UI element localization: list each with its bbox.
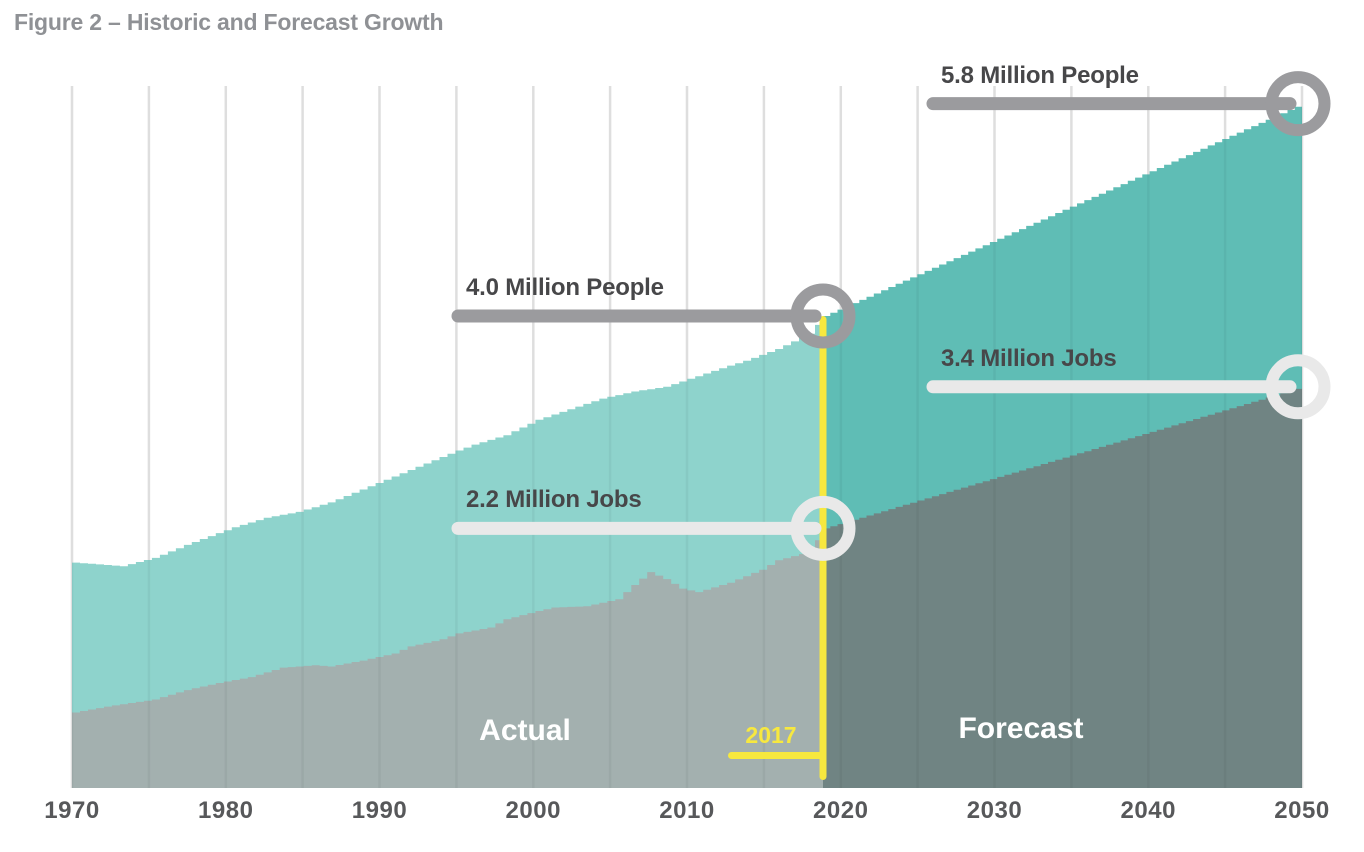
x-axis-label-1990: 1990: [351, 797, 408, 824]
annotation-ring-2: [1265, 354, 1331, 420]
divider-2017-line: [819, 316, 827, 780]
x-axis-label-1970: 1970: [44, 797, 100, 824]
annotation-label: 2.2 Million Jobs: [466, 486, 642, 514]
divider-year-label: 2017: [745, 722, 797, 748]
x-axis-label-1980: 1980: [198, 797, 254, 824]
zone-label-forecast: Forecast: [958, 712, 1084, 745]
annotation-label: 3.4 Million Jobs: [941, 344, 1117, 372]
x-axis-label-2000: 2000: [505, 797, 561, 824]
annotation-label: 5.8 Million People: [941, 61, 1139, 89]
annotation-label: 4.0 Million People: [466, 274, 664, 301]
annotation-ring-3: [790, 495, 856, 561]
x-axis-label-2010: 2010: [659, 797, 715, 824]
jobs-forecast-area: [823, 386, 1302, 788]
x-axis-label-2040: 2040: [1120, 797, 1176, 824]
x-axis-label-2020: 2020: [813, 797, 869, 824]
jobs-historic-area: [72, 528, 823, 788]
annotation-ring-1: [790, 283, 856, 349]
zone-label-actual: Actual: [479, 714, 571, 747]
divider-2017-tick: [728, 752, 826, 759]
page-title: Figure 2 – Historic and Forecast Growth: [14, 9, 444, 35]
annotation-ring-0: [1265, 71, 1331, 137]
x-axis-label-2030: 2030: [966, 797, 1023, 824]
x-axis-label-2050: 2050: [1274, 797, 1330, 824]
